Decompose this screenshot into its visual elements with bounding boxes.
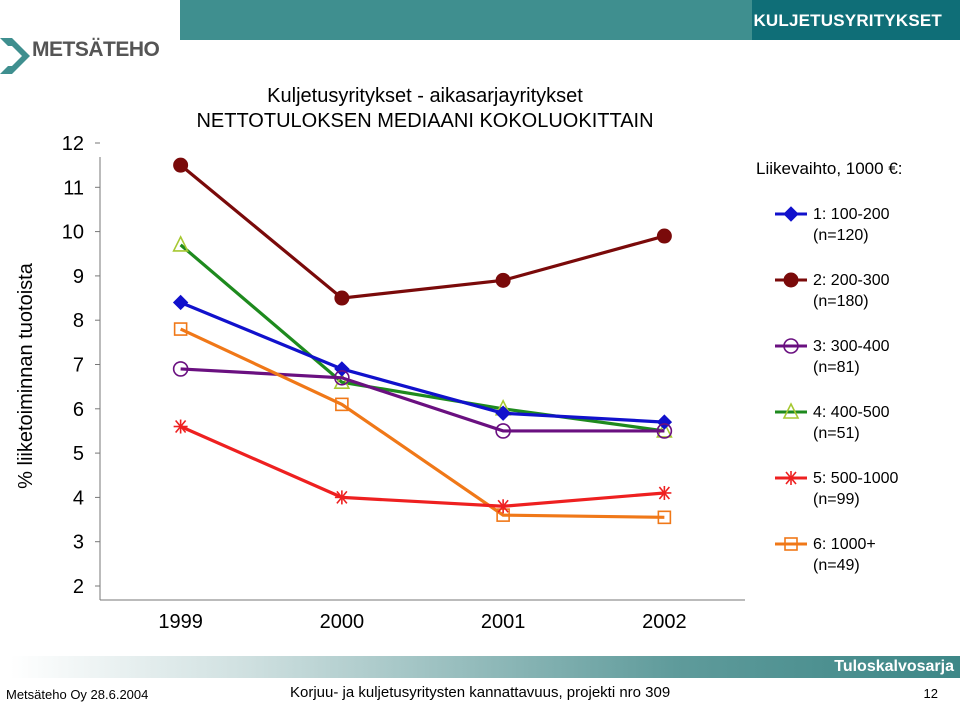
y-tick-label: 5: [73, 443, 84, 465]
legend-label-line2: (n=120): [813, 227, 869, 244]
data-point: [173, 322, 188, 336]
logo-text: METSÄTEHO: [32, 38, 160, 61]
footer-band-label: Tuloskalvosarja: [834, 658, 954, 675]
series-line: [179, 327, 665, 519]
x-tick-label: 2001: [481, 611, 526, 633]
data-point: [495, 423, 511, 439]
y-tick-label: 4: [73, 487, 84, 509]
legend-label-line1: 2: 200-300: [813, 272, 890, 289]
data-point: [334, 290, 350, 306]
x-tick-label: 1999: [158, 611, 203, 633]
data-point: [335, 397, 349, 412]
legend-label: 4: 400-500 (n=51): [813, 402, 890, 444]
page-number: 12: [923, 686, 938, 701]
logo-mark-icon: [0, 38, 30, 74]
legend-swatch: [775, 471, 807, 485]
series-4: [172, 235, 673, 438]
legend-swatch-marker: [783, 206, 799, 222]
data-point: [657, 510, 672, 525]
legend-label-line2: (n=180): [813, 293, 869, 310]
legend-swatch-marker: [783, 338, 799, 354]
legend-label-line2: (n=81): [813, 359, 860, 376]
legend-label-line2: (n=51): [813, 425, 860, 442]
legend-swatch: [775, 338, 807, 354]
legend-label-line2: (n=99): [813, 491, 860, 508]
legend-entry: 3: 300-400 (n=81): [773, 336, 953, 384]
legend-label: 6: 1000+ (n=49): [813, 534, 876, 576]
y-tick-label: 10: [62, 222, 84, 244]
legend-swatch-marker: [784, 537, 798, 551]
data-point: [172, 294, 189, 311]
data-point: [656, 228, 672, 244]
series-line: [179, 425, 665, 508]
data-point: [496, 499, 511, 514]
legend-swatch-marker: [782, 402, 800, 419]
chart-title-line2: NETTOTULOKSEN MEDIAANI KOKOLUOKITTAIN: [196, 110, 654, 132]
chart-title-line1: Kuljetusyritykset - aikasarjayritykset: [267, 85, 583, 107]
section-label: KULJETUSYRITYKSET: [753, 11, 942, 30]
data-point: [334, 369, 350, 386]
y-tick-label: 8: [73, 310, 84, 332]
legend-entry: 4: 400-500 (n=51): [773, 402, 953, 450]
series-2: [173, 157, 672, 306]
legend-label-line1: 5: 500-1000: [813, 470, 899, 487]
footer-company-date: Metsäteho Oy 28.6.2004: [6, 687, 149, 702]
footer-band: Tuloskalvosarja: [10, 656, 960, 678]
series-line: [179, 243, 665, 433]
header-bar: KULJETUSYRITYKSET: [0, 0, 960, 40]
series-line: [180, 301, 665, 424]
legend-label: 1: 100-200 (n=120): [813, 204, 890, 246]
legend-entry: 2: 200-300 (n=180): [773, 270, 953, 318]
section-tab: KULJETUSYRITYKSET: [752, 0, 960, 40]
legend-label-line1: 4: 400-500: [813, 404, 890, 421]
legend-swatch: [775, 272, 807, 288]
legend-title: Liikevaihto, 1000 €:: [756, 159, 903, 178]
legend-label: 2: 200-300 (n=180): [813, 270, 890, 312]
legend-swatch-marker: [784, 471, 798, 485]
y-axis-label: % liiketoiminnan tuotoista: [15, 263, 37, 489]
metsateho-logo: METSÄTEHO: [0, 36, 170, 78]
data-point: [495, 405, 511, 421]
series-6: [173, 322, 672, 525]
x-tick-label: 2002: [642, 611, 687, 633]
y-tick-label: 9: [73, 266, 84, 288]
data-point: [173, 419, 188, 434]
y-tick-label: 11: [63, 177, 84, 199]
data-point: [334, 490, 349, 505]
chart-title: Kuljetusyritykset - aikasarjayritykset N…: [160, 84, 690, 134]
y-tick-label: 2: [73, 576, 84, 598]
legend-label: 3: 300-400 (n=81): [813, 336, 890, 378]
data-point: [657, 485, 672, 500]
y-tick-label: 7: [73, 355, 84, 377]
series-line: [179, 163, 665, 300]
data-point: [333, 372, 351, 390]
data-point: [656, 423, 673, 439]
legend-entry: 1: 100-200 (n=120): [773, 204, 953, 252]
series-line: [180, 367, 665, 433]
x-tick-label: 2000: [320, 611, 365, 633]
data-point: [495, 272, 511, 288]
series-5: [173, 419, 672, 514]
y-tick-label: 6: [73, 399, 84, 421]
y-tick-label: 12: [62, 133, 84, 155]
footer-project: Korjuu- ja kuljetusyritysten kannattavuu…: [290, 684, 671, 701]
y-tick-label: 3: [73, 532, 84, 554]
legend-entry: 5: 500-1000 (n=99): [773, 468, 953, 516]
legend-label-line1: 1: 100-200: [813, 206, 890, 223]
data-point: [172, 361, 189, 377]
legend-swatch: [775, 402, 807, 419]
legend-entry: 6: 1000+ (n=49): [773, 534, 953, 582]
legend-swatch-marker: [783, 272, 799, 288]
data-point: [173, 157, 189, 173]
series-3: [172, 361, 673, 439]
legend-swatch: [775, 206, 807, 222]
legend-label: 5: 500-1000 (n=99): [813, 468, 898, 510]
legend-label-line2: (n=49): [813, 557, 860, 574]
legend-label-line1: 6: 1000+: [813, 536, 876, 553]
data-point: [172, 235, 189, 252]
legend-swatch: [775, 537, 807, 551]
legend-label-line1: 3: 300-400: [813, 338, 890, 355]
